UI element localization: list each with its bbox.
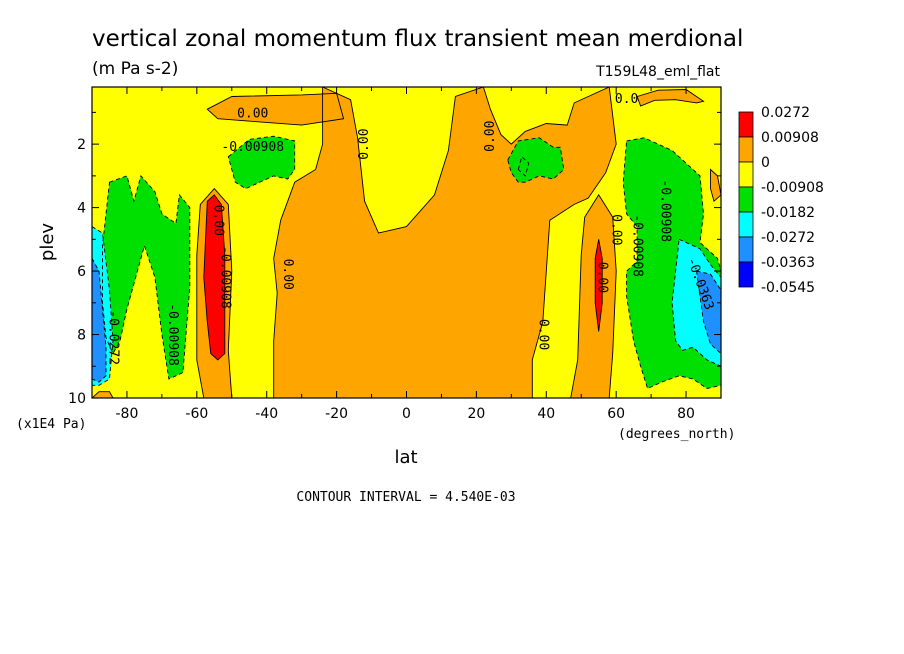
y-axis-label: plev	[37, 223, 58, 262]
contour-region-g-10	[102, 175, 190, 379]
legend-label: -0.0272	[761, 230, 815, 246]
legend-swatch	[738, 261, 754, 288]
contour-region-r-7	[203, 194, 225, 360]
contour-region-g-9	[228, 136, 295, 189]
contour-line-15	[671, 238, 721, 367]
contour-label-13: -0.00908	[658, 179, 673, 242]
legend-swatch	[738, 111, 754, 138]
y-axis-units: (x1E4 Pa)	[16, 417, 86, 432]
x-tick-label: 60	[607, 406, 625, 422]
x-tick-label: 0	[402, 406, 411, 422]
contour-label-0: 0.00	[237, 106, 268, 121]
contour-line-5	[636, 89, 705, 107]
contour-region-o-0	[207, 93, 344, 126]
contour-line-17	[695, 270, 721, 355]
x-tick-label: 20	[467, 406, 485, 422]
contour-line-2	[196, 187, 233, 398]
contour-region-r-8	[595, 239, 603, 332]
contour-line-10	[102, 174, 191, 380]
chart-title: vertical zonal momentum flux transient m…	[92, 26, 743, 52]
contour-line-14	[92, 226, 114, 386]
contour-label-5: -0.00908	[217, 246, 232, 309]
contour-label-12: -0.00908	[630, 214, 645, 277]
x-tick-label: -20	[325, 406, 348, 422]
y-tick-label: 10	[68, 391, 86, 407]
contour-label-6: 0.00	[280, 259, 295, 290]
contour-line-4	[92, 391, 114, 398]
contour-region-b-17	[696, 271, 721, 354]
contour-label-8: -0.00908	[165, 303, 180, 366]
legend-label: -0.0182	[761, 205, 815, 221]
legend-swatch	[738, 161, 754, 188]
contour-line-7	[203, 194, 226, 361]
contour-label-1: -0.00908	[221, 140, 284, 155]
legend-swatch	[738, 211, 754, 238]
y-axis: 2 4 6 8 10	[68, 111, 721, 407]
contour-line-6	[710, 168, 721, 203]
legend-label: 0	[761, 155, 770, 171]
legend-label: 0.00908	[761, 130, 819, 146]
color-legend: 0.0272 0.00908 0 -0.00908 -0.0182 -0.0272 -0.0…	[738, 105, 824, 296]
x-tick-label: -80	[116, 406, 139, 422]
contour-line-8	[594, 239, 603, 332]
contour-label-2: 0.00	[357, 128, 372, 159]
legend-label: 0.0272	[761, 105, 810, 121]
contour-label-11: 0.00	[595, 262, 610, 293]
legend-swatch	[738, 136, 754, 163]
contour-label-3: 0.00	[483, 121, 498, 152]
contour-region-b-16	[92, 258, 106, 383]
y-tick-label: 4	[77, 201, 86, 217]
y-tick-label: 8	[77, 328, 86, 344]
units-label: (m Pa s-2)	[92, 59, 178, 79]
x-tick-label: 80	[677, 406, 695, 422]
contour-line-3	[570, 194, 617, 398]
contour-line-13	[517, 155, 530, 177]
contour-label-15: 0.0	[615, 92, 638, 107]
contour-line-9	[227, 135, 296, 190]
x-axis: -80 -60 -40 -20 0 20 40 60 80	[91, 87, 722, 422]
contour-line-16	[92, 258, 107, 383]
x-tick-label: -60	[185, 406, 208, 422]
contour-label-4: 0.00	[210, 205, 225, 236]
contour-label-7: 0.00	[535, 319, 550, 350]
x-axis-label: lat	[394, 447, 417, 468]
contour-line-11	[507, 137, 565, 183]
y-tick-label: 2	[77, 137, 86, 153]
contour-label-9: -0.0272	[105, 310, 120, 365]
legend-label: -0.0545	[761, 280, 815, 296]
legend-swatch	[738, 236, 754, 263]
x-axis-units: (degrees_north)	[618, 427, 735, 442]
contour-line-0	[206, 92, 345, 126]
legend-label: -0.0363	[761, 255, 815, 271]
x-tick-label: -40	[255, 406, 278, 422]
contour-region-o-3	[570, 194, 617, 398]
contour-region-o-6	[710, 169, 721, 202]
contour-lines	[92, 87, 721, 398]
contour-region-o-5	[637, 89, 704, 106]
legend-label: -0.00908	[761, 180, 824, 196]
run-label: T159L48_eml_flat	[595, 64, 720, 80]
contour-interval-text: CONTOUR INTERVAL = 4.540E-03	[296, 490, 515, 505]
y-tick-label: 6	[77, 264, 86, 280]
x-tick-label: 40	[537, 406, 555, 422]
contour-label-10: 0.00	[609, 214, 624, 245]
contour-line-1	[273, 87, 617, 398]
legend-swatch	[738, 186, 754, 213]
